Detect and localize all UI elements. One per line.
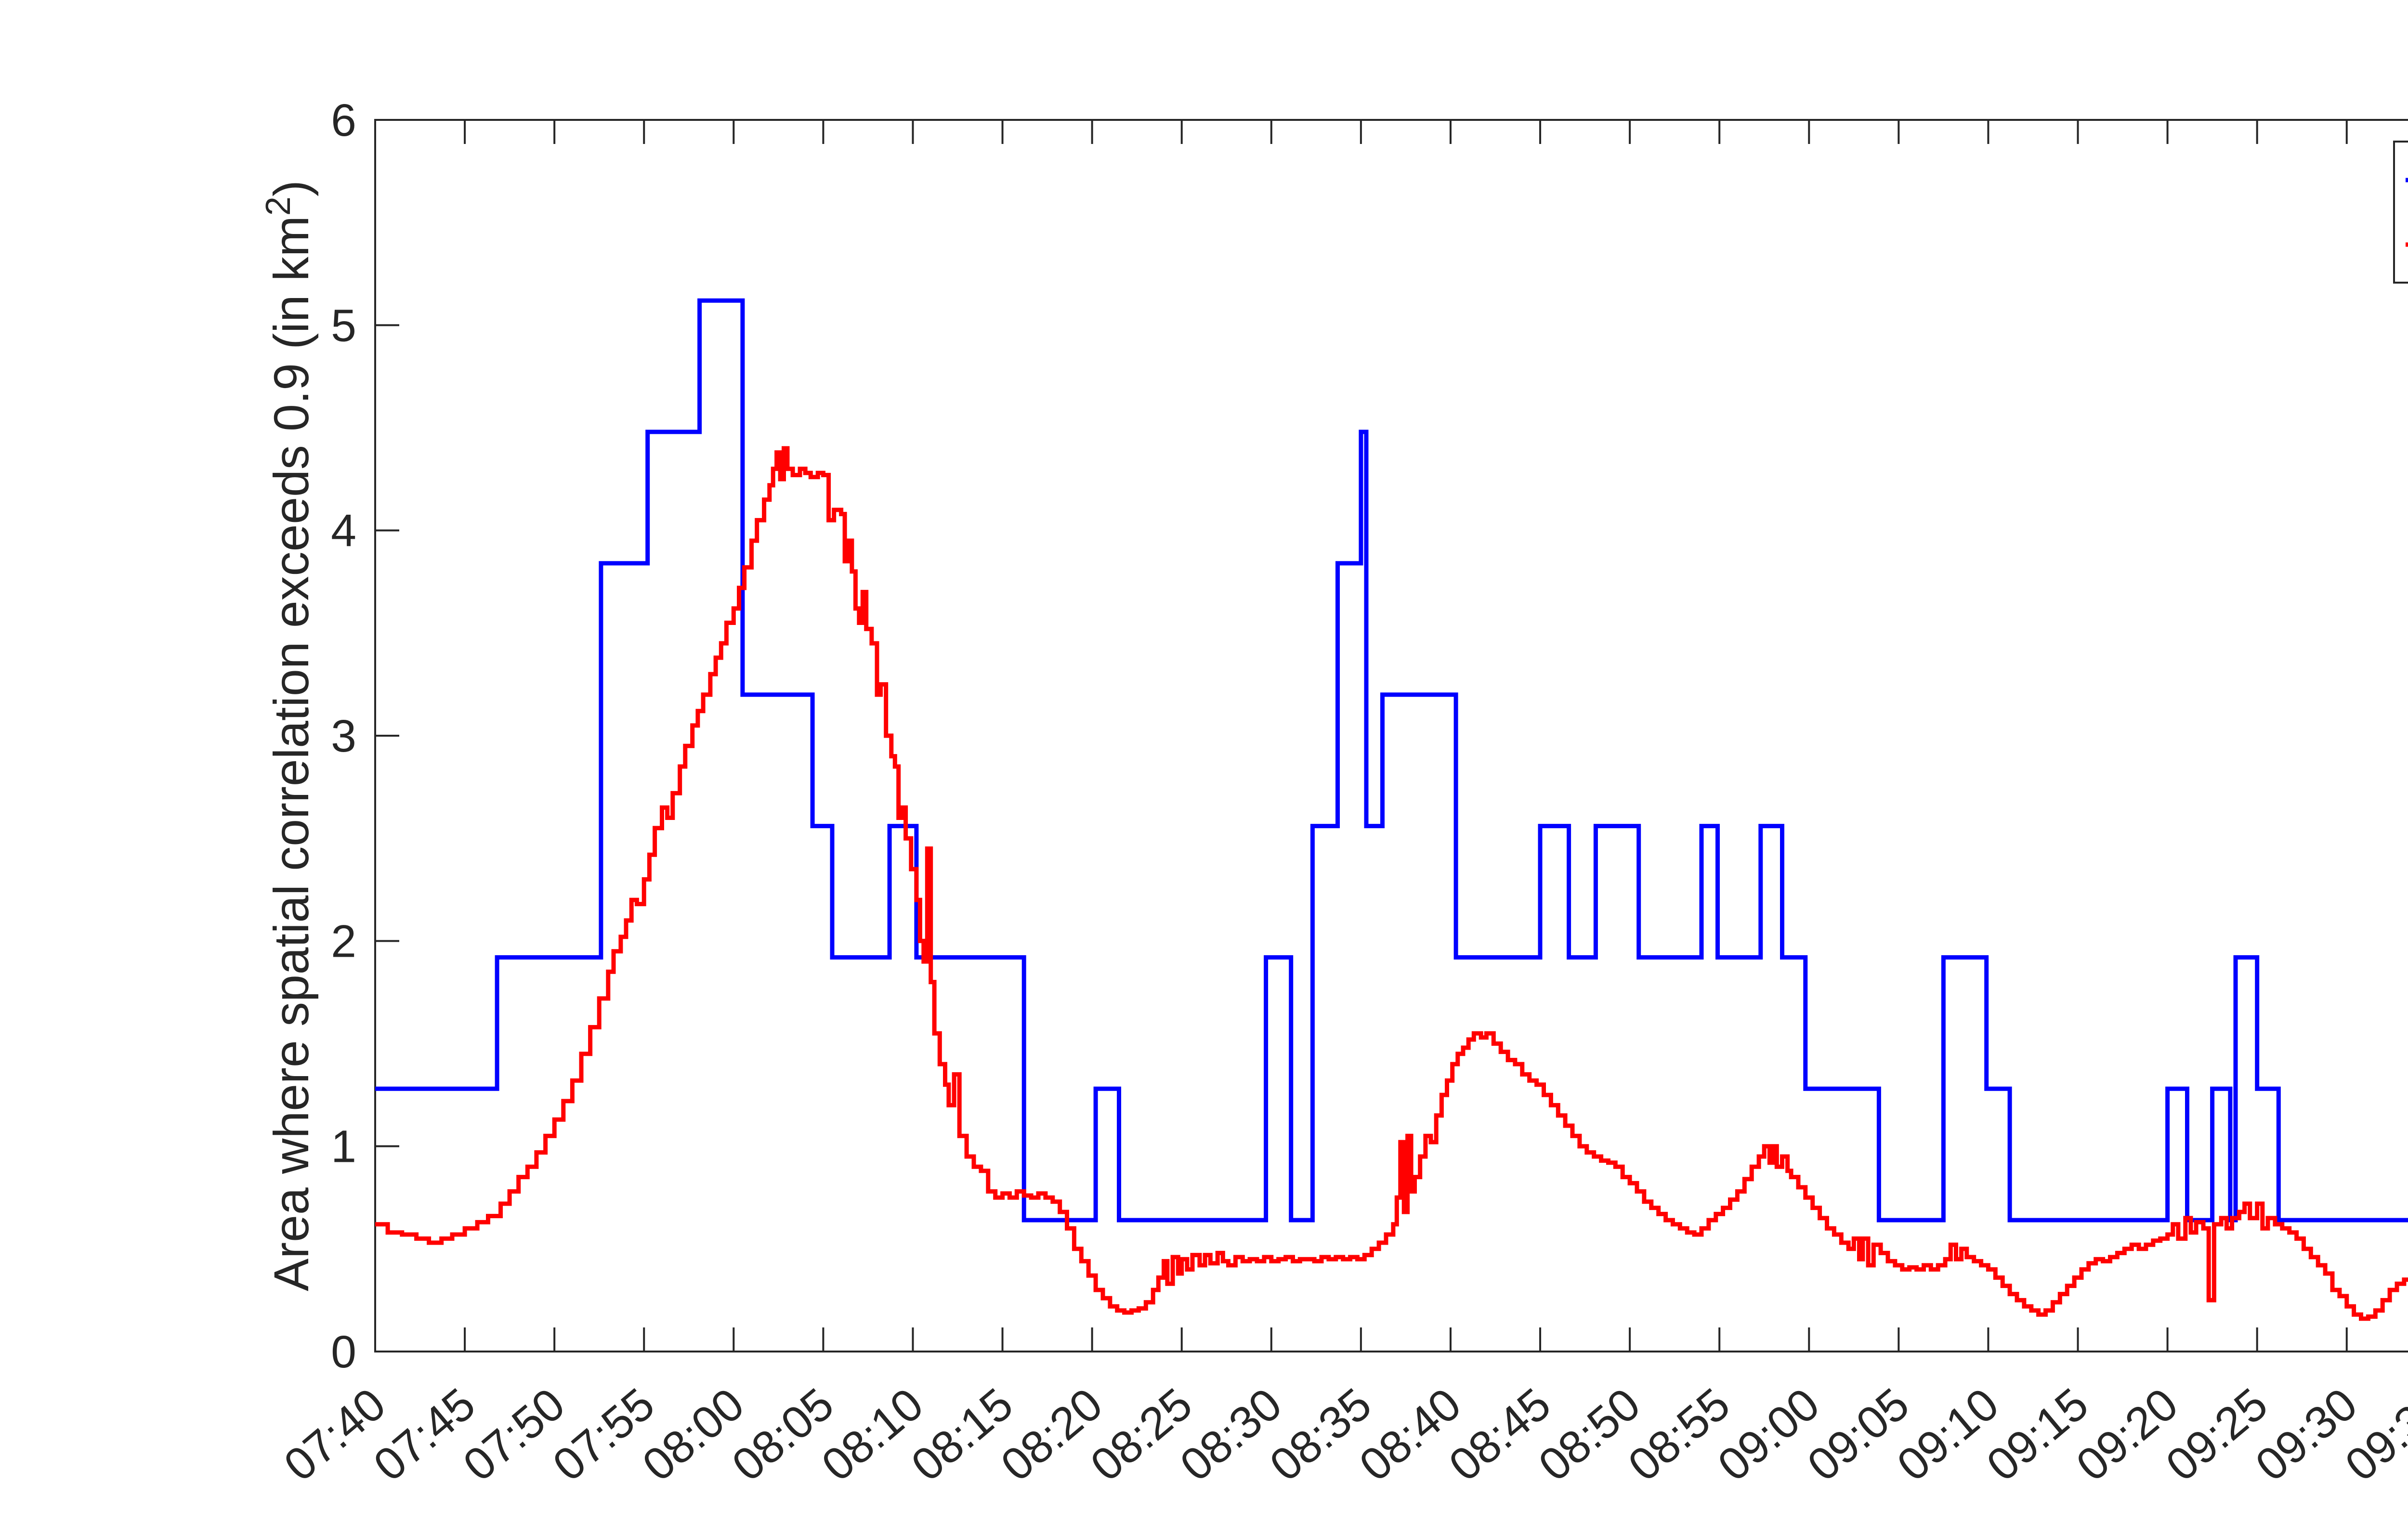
a160-line xyxy=(375,446,2408,1321)
x-tick-label: 07:50 xyxy=(454,1378,574,1491)
legend-box xyxy=(2393,141,2408,284)
y-axis-label: Area where spatial correlation exceeds 0… xyxy=(259,180,319,1291)
x-axis-ticks xyxy=(374,120,2348,1352)
nk800-line xyxy=(375,298,2408,1222)
y-axis-tick-labels: 0 1 2 3 4 5 6 xyxy=(331,95,356,1378)
y-tick-label: 0 xyxy=(331,1326,356,1378)
x-tick-label: 09:15 xyxy=(1977,1378,2098,1491)
x-tick-label: 08:50 xyxy=(1529,1378,1649,1491)
legend: NK800 A160 xyxy=(2393,141,2408,284)
x-tick-label: 08:05 xyxy=(723,1378,843,1491)
series-group xyxy=(375,298,2408,1321)
x-tick-label: 07:40 xyxy=(275,1378,395,1491)
y-tick-label: 3 xyxy=(331,711,356,762)
y-tick-label: 2 xyxy=(331,916,356,967)
y-tick-label: 4 xyxy=(331,506,356,557)
y-tick-label: 6 xyxy=(331,95,356,146)
x-tick-label: 08:30 xyxy=(1171,1378,1291,1491)
y-axis-ticks xyxy=(375,119,399,1352)
y-tick-label: 5 xyxy=(331,300,356,351)
x-tick-label: 08:20 xyxy=(992,1378,1112,1491)
y-tick-label: 1 xyxy=(331,1121,356,1172)
x-tick-label: 09:00 xyxy=(1709,1378,1829,1491)
x-axis-tick-labels: 07:4007:4507:5007:5508:0008:0508:1008:15… xyxy=(275,1378,2408,1491)
x-tick-label: 09:20 xyxy=(2067,1378,2187,1491)
plot-box xyxy=(374,119,2408,1352)
x-tick-label: 09:10 xyxy=(1888,1378,2008,1491)
x-tick-label: 08:25 xyxy=(1081,1378,1202,1491)
x-tick-label: 08:45 xyxy=(1440,1378,1560,1491)
x-tick-label: 08:00 xyxy=(633,1378,754,1491)
x-tick-label: 07:45 xyxy=(364,1378,484,1491)
x-tick-label: 08:55 xyxy=(1619,1378,1739,1491)
x-tick-label: 08:15 xyxy=(902,1378,1022,1491)
x-tick-label: 09:25 xyxy=(2157,1378,2277,1491)
x-tick-label: 09:30 xyxy=(2246,1378,2367,1491)
x-tick-label: 07:55 xyxy=(543,1378,664,1491)
x-tick-label: 08:35 xyxy=(1260,1378,1381,1491)
x-tick-label: 09:05 xyxy=(1798,1378,1919,1491)
x-tick-label: 08:40 xyxy=(1350,1378,1470,1491)
x-tick-label: 08:10 xyxy=(812,1378,933,1491)
